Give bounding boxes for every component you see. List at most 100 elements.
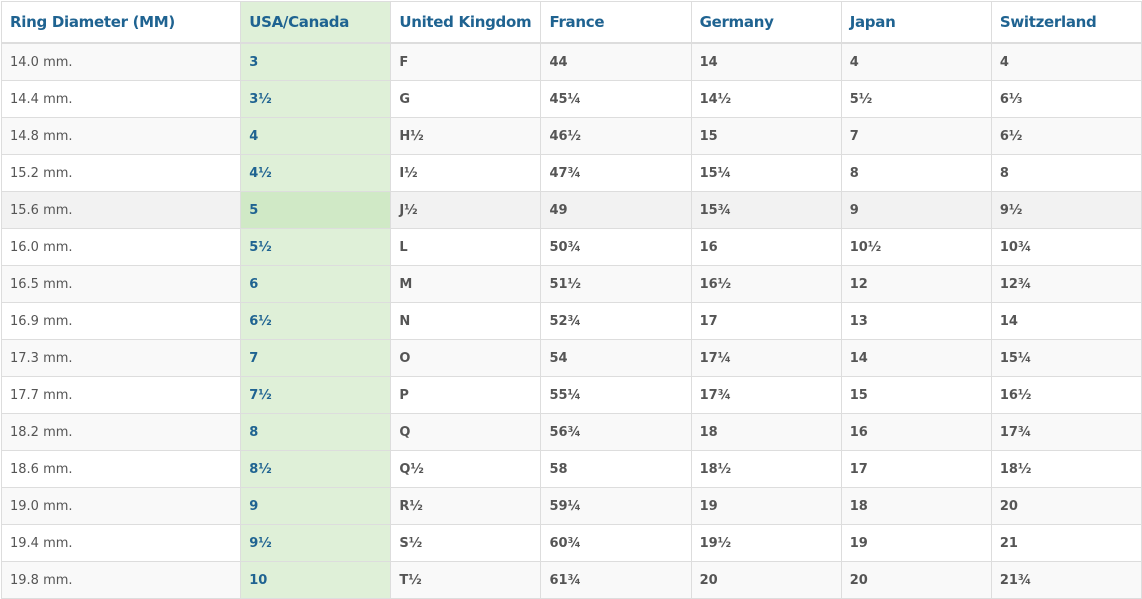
table-cell: 15 <box>690 117 842 155</box>
table-cell: 18 <box>840 487 992 525</box>
table-cell: 20 <box>990 487 1142 525</box>
table-row: 19.8 mm. 10 T½ 61¾ 20 20 21¾ <box>0 561 1142 599</box>
column-header: Switzerland <box>990 1 1142 44</box>
table-cell: 3½ <box>240 80 392 118</box>
table-cell: 21 <box>990 524 1142 562</box>
table-row: 19.4 mm. 9½ S½ 60¾ 19½ 19 21 <box>0 524 1142 562</box>
table-cell: 6½ <box>990 117 1142 155</box>
table-cell: 10 <box>240 561 392 599</box>
table-cell: 15 <box>840 376 992 414</box>
table-cell: 6½ <box>240 302 392 340</box>
table-cell: 8½ <box>240 450 392 488</box>
table-cell: 8 <box>840 154 992 192</box>
table-cell: 50¾ <box>540 228 692 266</box>
table-cell: 3 <box>240 42 392 81</box>
column-header: United Kingdom <box>390 1 542 44</box>
table-cell: 18.6 mm. <box>0 450 242 488</box>
column-header: France <box>540 1 692 44</box>
table-cell: 45¼ <box>540 80 692 118</box>
table-cell: 19 <box>690 487 842 525</box>
table-cell: 15.2 mm. <box>0 154 242 192</box>
table-cell: S½ <box>390 524 542 562</box>
table-cell: N <box>390 302 542 340</box>
table-cell: 4 <box>990 42 1142 81</box>
table-cell: 18 <box>690 413 842 451</box>
table-cell: 19.4 mm. <box>0 524 242 562</box>
table-cell: 7 <box>840 117 992 155</box>
table-cell: 20 <box>690 561 842 599</box>
table-row: 17.3 mm. 7 O 54 17¼ 14 15¼ <box>0 339 1142 377</box>
table-cell: 17.3 mm. <box>0 339 242 377</box>
table-cell: 52¾ <box>540 302 692 340</box>
table-cell: 18½ <box>690 450 842 488</box>
table-cell: 16.9 mm. <box>0 302 242 340</box>
table-cell: 14.8 mm. <box>0 117 242 155</box>
table-cell: 7 <box>240 339 392 377</box>
table-row: 17.7 mm. 7½ P 55¼ 17¾ 15 16½ <box>0 376 1142 414</box>
table-cell: 8 <box>240 413 392 451</box>
table-cell: 14 <box>990 302 1142 340</box>
table-cell: 58 <box>540 450 692 488</box>
table-cell: 49 <box>540 191 692 229</box>
table-cell: 4 <box>840 42 992 81</box>
table-cell: 46½ <box>540 117 692 155</box>
table-cell: 18.2 mm. <box>0 413 242 451</box>
table-cell: 15¼ <box>690 154 842 192</box>
table-cell: 21¾ <box>990 561 1142 599</box>
table-cell: 17¼ <box>690 339 842 377</box>
table-cell: 15¼ <box>990 339 1142 377</box>
table-cell: 14 <box>690 42 842 81</box>
table-row: 18.2 mm. 8 Q 56¾ 18 16 17¾ <box>0 413 1142 451</box>
table-row: 19.0 mm. 9 R½ 59¼ 19 18 20 <box>0 487 1142 525</box>
table-cell: 16 <box>840 413 992 451</box>
table-cell: 4 <box>240 117 392 155</box>
table-cell: Q½ <box>390 450 542 488</box>
table-cell: Q <box>390 413 542 451</box>
column-header: Japan <box>840 1 992 44</box>
table-cell: T½ <box>390 561 542 599</box>
table-cell: 47¾ <box>540 154 692 192</box>
table-cell: 10¾ <box>990 228 1142 266</box>
table-cell: 9½ <box>990 191 1142 229</box>
table-cell: 16.5 mm. <box>0 265 242 303</box>
table-row: 14.4 mm. 3½ G 45¼ 14½ 5½ 6⅓ <box>0 80 1142 118</box>
table-cell: 6⅓ <box>990 80 1142 118</box>
table-cell: 56¾ <box>540 413 692 451</box>
table-cell: 16½ <box>690 265 842 303</box>
table-cell: 12 <box>840 265 992 303</box>
table-cell: 14 <box>840 339 992 377</box>
table-cell: L <box>390 228 542 266</box>
table-cell: 17¾ <box>990 413 1142 451</box>
table-cell: 44 <box>540 42 692 81</box>
column-header: Ring Diameter (MM) <box>0 1 242 44</box>
table-cell: J½ <box>390 191 542 229</box>
table-cell: 19.8 mm. <box>0 561 242 599</box>
table-cell: 10½ <box>840 228 992 266</box>
table-cell: 55¼ <box>540 376 692 414</box>
table-cell: 61¾ <box>540 561 692 599</box>
table-cell: 16 <box>690 228 842 266</box>
table-row: 15.6 mm. 5 J½ 49 15¾ 9 9½ <box>0 191 1142 229</box>
table-cell: R½ <box>390 487 542 525</box>
table-row: 18.6 mm. 8½ Q½ 58 18½ 17 18½ <box>0 450 1142 488</box>
column-header: USA/Canada <box>240 1 392 44</box>
table-row: 16.0 mm. 5½ L 50¾ 16 10½ 10¾ <box>0 228 1142 266</box>
table-cell: 15¾ <box>690 191 842 229</box>
table-cell: 16½ <box>990 376 1142 414</box>
table-row: 16.5 mm. 6 M 51½ 16½ 12 12¾ <box>0 265 1142 303</box>
table-cell: O <box>390 339 542 377</box>
table-cell: 9 <box>840 191 992 229</box>
table-cell: 9 <box>240 487 392 525</box>
table-cell: 54 <box>540 339 692 377</box>
table-cell: 8 <box>990 154 1142 192</box>
table-cell: 17 <box>840 450 992 488</box>
table-cell: 20 <box>840 561 992 599</box>
table-cell: G <box>390 80 542 118</box>
table-cell: F <box>390 42 542 81</box>
table-cell: 17.7 mm. <box>0 376 242 414</box>
table-cell: 15.6 mm. <box>0 191 242 229</box>
header-row: Ring Diameter (MM) USA/Canada United Kingd… <box>0 1 1142 44</box>
table-cell: 12¾ <box>990 265 1142 303</box>
table-cell: 60¾ <box>540 524 692 562</box>
